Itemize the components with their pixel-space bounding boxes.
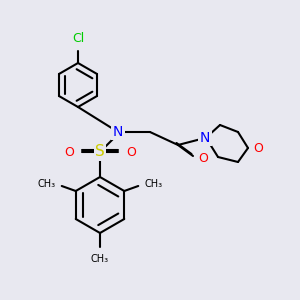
Text: N: N — [200, 131, 210, 145]
Text: CH₃: CH₃ — [91, 254, 109, 264]
Text: N: N — [113, 125, 123, 139]
Text: O: O — [64, 146, 74, 158]
Text: S: S — [95, 145, 105, 160]
Text: CH₃: CH₃ — [144, 179, 162, 189]
Text: O: O — [126, 146, 136, 158]
Text: CH₃: CH₃ — [38, 179, 56, 189]
Text: Cl: Cl — [72, 32, 84, 45]
Text: O: O — [198, 152, 208, 164]
Text: O: O — [253, 142, 263, 154]
